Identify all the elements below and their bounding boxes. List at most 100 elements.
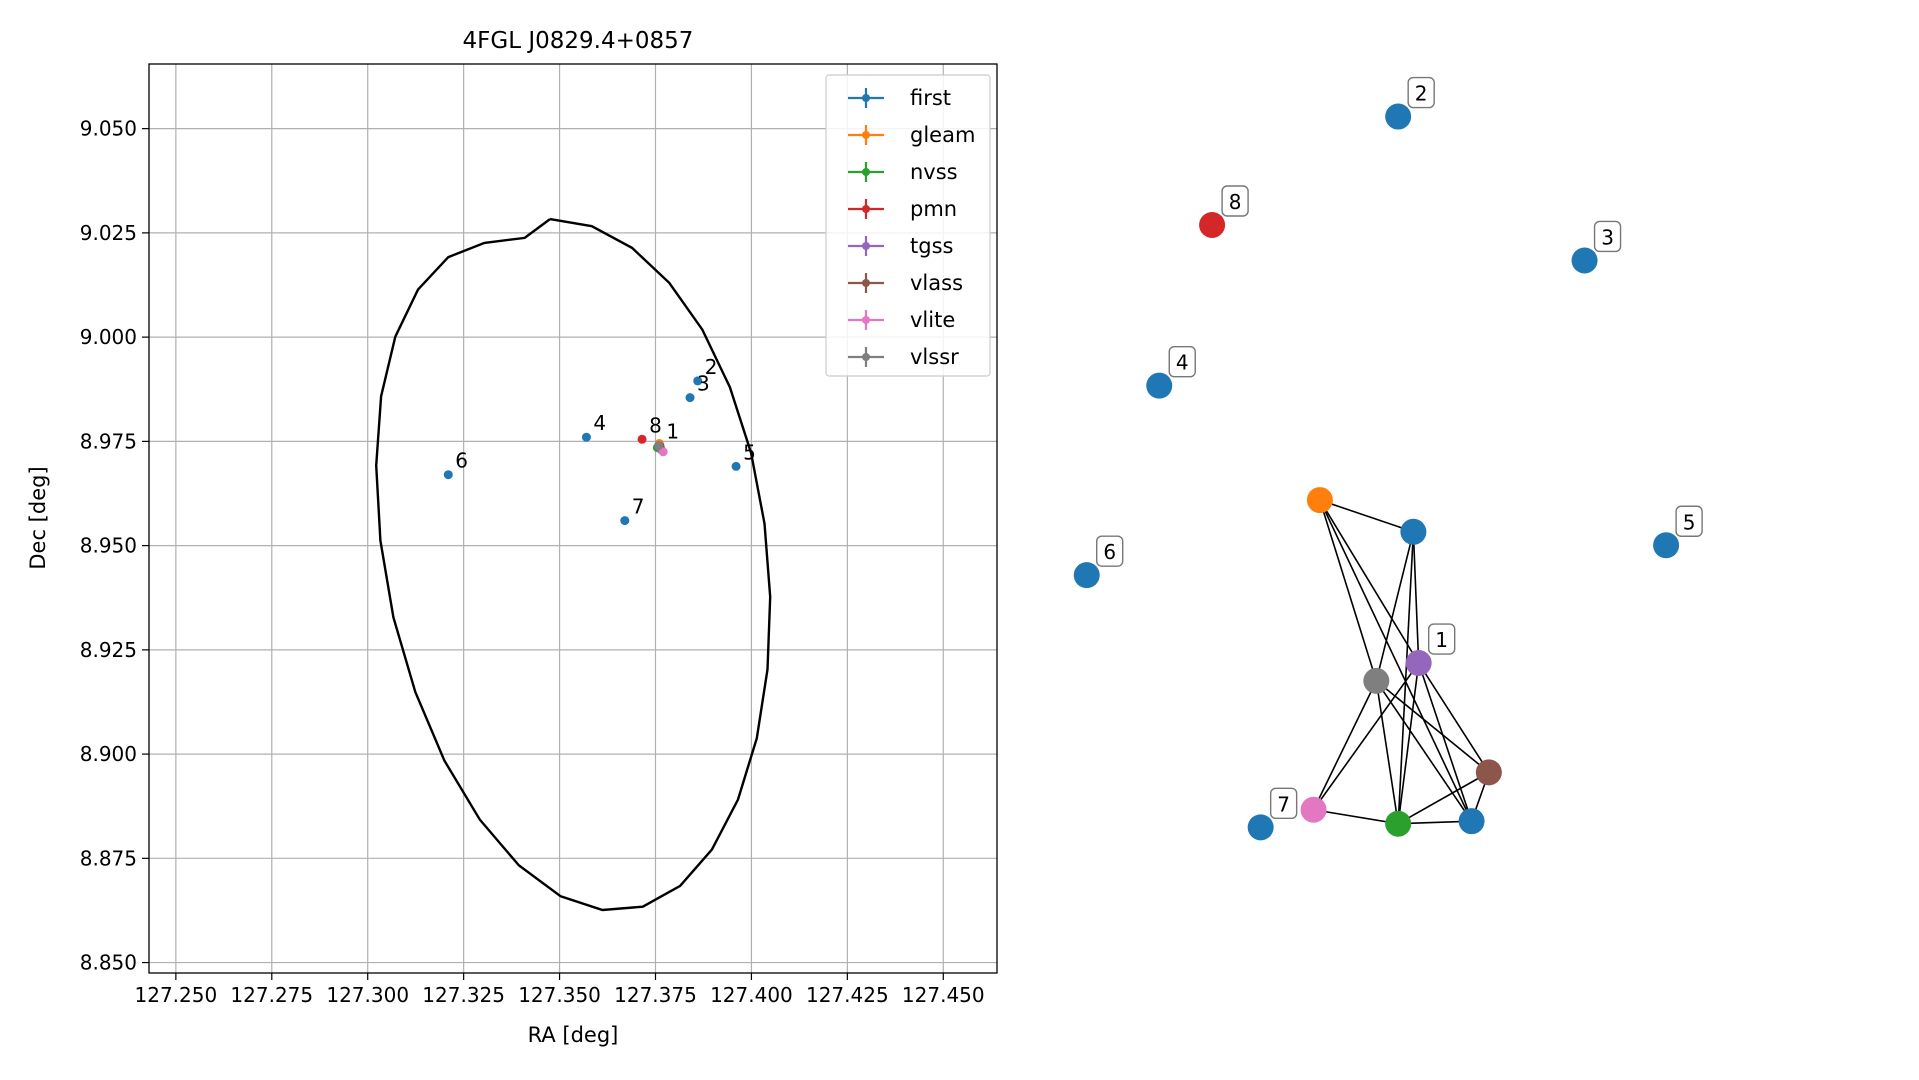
data-point-first (731, 461, 741, 471)
x-tick-label: 127.350 (518, 983, 601, 1007)
network-node-vlass (1475, 759, 1502, 786)
x-tick-label: 127.275 (230, 983, 313, 1007)
legend-label-vlass: vlass (910, 271, 963, 295)
network-label-box-3 (1593, 220, 1622, 253)
network-node-8 (1199, 211, 1226, 238)
x-axis-label: RA [deg] (528, 1023, 619, 1047)
network-node-3 (1571, 247, 1598, 274)
network-label-8: 8 (1229, 190, 1242, 214)
point-label-8: 8 (649, 413, 662, 437)
data-point-first (620, 516, 630, 526)
data-point-first (581, 432, 591, 442)
data-point-first (693, 376, 703, 386)
point-label-2: 2 (705, 355, 718, 379)
legend-label-tgss: tgss (910, 234, 953, 258)
network-node-first1 (1400, 518, 1427, 545)
network-node-tgss (1405, 650, 1432, 677)
legend-items: first gleam nvss pmn tgss vlass vlite vlssr (848, 86, 975, 369)
network-label-box-8 (1221, 185, 1249, 217)
legend-marker-vlass (862, 279, 870, 287)
plot-frame (148, 63, 998, 974)
network-panel: 2 8 3 4 5 6 7 1 (1073, 76, 1703, 841)
network-edge-first1-tgss (1412, 531, 1420, 664)
point-label-4: 4 (593, 411, 606, 435)
network-edge-first1-vlssr (1375, 531, 1415, 682)
x-tick-label: 127.375 (614, 983, 697, 1007)
network-label-5: 5 (1683, 510, 1696, 534)
y-tick-label: 8.900 (80, 742, 137, 766)
network-nodes (1073, 103, 1680, 841)
legend-label-vlite: vlite (910, 308, 955, 332)
network-node-gleam (1306, 487, 1333, 514)
point-label-6: 6 (455, 449, 468, 473)
network-label-7: 7 (1277, 792, 1290, 816)
axis-ticks: 127.250 127.275 127.300 127.325 127.350 127.3… (80, 117, 985, 1007)
network-label-box-5 (1675, 505, 1703, 537)
y-tick-label: 8.875 (80, 846, 137, 870)
network-label-box-6 (1096, 535, 1124, 567)
network-node-4 (1146, 372, 1173, 399)
x-tick-label: 127.250 (135, 983, 218, 1007)
network-edge-vlssr-first2 (1375, 680, 1473, 822)
legend-marker-pmn (862, 205, 870, 213)
x-tick-label: 127.450 (902, 983, 985, 1007)
network-label-box-4 (1168, 345, 1196, 378)
network-label-box-1 (1427, 623, 1456, 655)
data-point-vlssr (654, 441, 664, 451)
legend-label-gleam: gleam (910, 123, 975, 147)
point-label-1: 1 (666, 420, 679, 444)
y-tick-label: 9.000 (80, 325, 137, 349)
network-label-box-7 (1269, 787, 1298, 820)
network-edge-vlssr-vlass (1375, 680, 1490, 773)
data-point-first (443, 470, 453, 480)
y-tick-label: 9.025 (80, 221, 137, 245)
network-label-box-2 (1407, 76, 1435, 109)
legend-marker-first (862, 94, 870, 102)
network-edge-gleam-first2 (1319, 499, 1473, 822)
y-tick-label: 8.975 (80, 429, 137, 453)
legend-marker-gleam (862, 131, 870, 139)
y-tick-label: 8.925 (80, 638, 137, 662)
data-point-first (685, 393, 695, 403)
network-edge-vlssr-nvss (1375, 680, 1399, 824)
network-node-vlssr (1363, 667, 1390, 694)
legend-frame (825, 74, 991, 377)
network-edge-gleam-vlssr (1319, 499, 1378, 682)
data-point-pmn (637, 434, 647, 444)
legend-marker-tgss (862, 242, 870, 250)
network-edge-vlssr-vlite (1312, 680, 1378, 811)
error-ellipse (374, 217, 772, 912)
network-label-2: 2 (1415, 82, 1428, 106)
point-label-7: 7 (632, 495, 645, 519)
y-tick-label: 8.950 (80, 534, 137, 558)
network-node-2 (1385, 103, 1412, 130)
network-edge-tgss-nvss (1397, 662, 1420, 824)
legend-marker-vlite (862, 316, 870, 324)
network-edge-vlite-nvss (1313, 808, 1399, 825)
network-node-first2 (1458, 808, 1485, 835)
network-node-labels: 2 8 3 4 5 6 7 1 (1096, 76, 1703, 820)
data-points (443, 376, 741, 526)
network-node-5 (1653, 532, 1680, 559)
legend-marker-vlssr (862, 353, 870, 361)
network-label-3: 3 (1601, 225, 1614, 249)
error-ellipse-curve (374, 217, 772, 912)
network-node-nvss (1385, 810, 1412, 837)
x-tick-label: 127.425 (806, 983, 889, 1007)
legend-label-first: first (910, 86, 951, 110)
legend-marker-nvss (862, 168, 870, 176)
legend: first gleam nvss pmn tgss vlass vlite vlssr (825, 74, 991, 377)
x-tick-label: 127.325 (422, 983, 505, 1007)
data-point-vlite (658, 447, 668, 457)
network-label-4: 4 (1176, 351, 1189, 375)
network-edge-gleam-tgss (1319, 499, 1420, 664)
chart-title: 4FGL J0829.4+0857 (463, 28, 694, 54)
legend-label-nvss: nvss (910, 160, 958, 184)
network-node-vlite (1300, 796, 1327, 823)
network-edge-nvss-vlass (1397, 771, 1490, 825)
network-edge-tgss-vlite (1312, 662, 1420, 811)
network-node-6 (1073, 562, 1100, 589)
